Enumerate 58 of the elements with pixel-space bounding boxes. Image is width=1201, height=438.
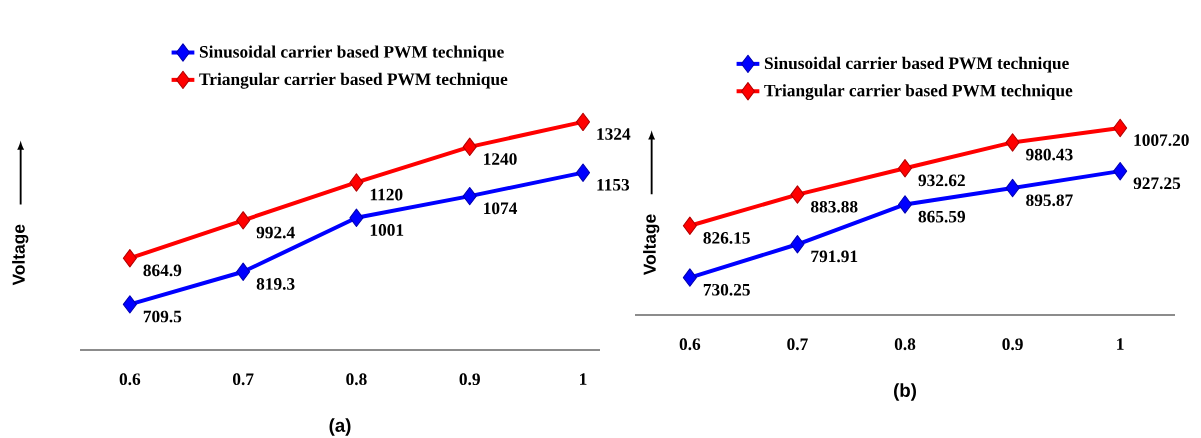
x-tick-label: 0.6 xyxy=(679,338,701,351)
x-tick-label: 0.7 xyxy=(787,338,808,351)
x-tick-label: 0.9 xyxy=(459,373,480,386)
point xyxy=(236,262,251,281)
point xyxy=(682,216,697,235)
data-label: 932.62 xyxy=(918,174,965,187)
point xyxy=(790,235,805,254)
x-tick-label: 0.6 xyxy=(119,373,141,386)
point xyxy=(349,173,364,192)
y-axis-title: Voltage xyxy=(12,224,29,286)
y-axis-title: Voltage xyxy=(643,214,660,276)
point xyxy=(122,249,137,268)
x-tick-label: 0.9 xyxy=(1002,338,1023,351)
legend-label: Triangular carrier based PWM technique xyxy=(764,84,1073,101)
x-tick-label: 0.8 xyxy=(894,338,916,351)
data-label: 1074 xyxy=(484,202,518,215)
point xyxy=(575,112,591,132)
data-label: 819.3 xyxy=(256,278,295,290)
point xyxy=(682,268,697,287)
data-label: 895.87 xyxy=(1026,194,1073,207)
data-label: 1153 xyxy=(597,178,630,191)
x-axis-title: (b) xyxy=(894,383,916,401)
data-label: 1324 xyxy=(597,128,631,140)
x-tick-label: 1 xyxy=(1117,338,1124,350)
data-label: 709.5 xyxy=(143,310,182,323)
data-label: 1240 xyxy=(484,153,517,165)
data-label: 1007.20 xyxy=(1134,134,1189,147)
point xyxy=(575,163,591,182)
legend-label: Sinusoidal carrier based PWM technique xyxy=(199,45,504,62)
data-label: 730.25 xyxy=(703,283,750,296)
data-label: 864.9 xyxy=(143,264,182,277)
point xyxy=(236,211,251,230)
x-tick-label: 1 xyxy=(580,373,587,385)
point xyxy=(1113,118,1128,138)
data-label: 865.59 xyxy=(918,210,966,223)
legend-label: Sinusoidal carrier based PWM technique xyxy=(764,56,1069,73)
point xyxy=(462,186,477,206)
point xyxy=(1113,161,1128,181)
data-label: 1120 xyxy=(370,188,403,201)
point xyxy=(1005,133,1020,152)
point xyxy=(349,208,364,228)
data-label: 883.88 xyxy=(811,200,858,213)
point xyxy=(897,195,913,214)
data-label: 980.43 xyxy=(1026,148,1073,161)
x-tick-label: 0.8 xyxy=(346,373,367,386)
data-label: 826.15 xyxy=(703,232,750,244)
data-label: 992.4 xyxy=(256,226,295,239)
legend-label: Triangular carrier based PWM technique xyxy=(199,72,508,89)
data-label: 927.25 xyxy=(1133,177,1181,190)
data-label: 1001 xyxy=(370,224,404,236)
point xyxy=(1005,178,1020,198)
point xyxy=(462,137,477,157)
point xyxy=(790,185,805,204)
x-axis-title: (a) xyxy=(329,418,351,436)
point xyxy=(897,159,913,178)
data-label: 791.91 xyxy=(811,250,858,263)
x-tick-label: 0.7 xyxy=(232,373,254,386)
point xyxy=(122,295,137,314)
